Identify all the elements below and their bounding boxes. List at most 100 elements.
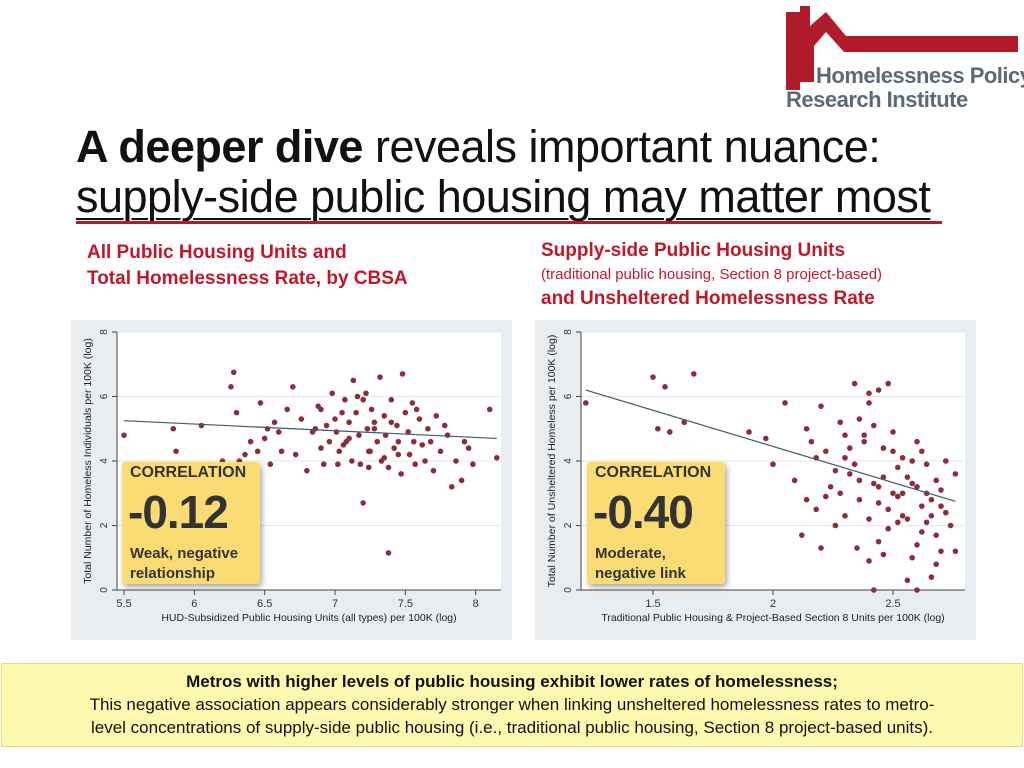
- data-point: [374, 438, 381, 445]
- data-point: [304, 467, 310, 474]
- data-point: [875, 484, 882, 490]
- data-point: [257, 400, 264, 406]
- summary-note: Metros with higher levels of public hous…: [1, 663, 1023, 747]
- title-bold: A deeper dive: [76, 121, 363, 172]
- data-point: [871, 422, 877, 429]
- data-point: [254, 448, 261, 455]
- note-heading: Metros with higher levels of public hous…: [186, 672, 838, 691]
- data-point: [832, 467, 839, 474]
- data-point: [371, 419, 378, 426]
- y-tick-label: 2: [563, 522, 574, 528]
- data-point: [837, 419, 843, 426]
- note-line1: This negative association appears consid…: [89, 695, 935, 714]
- data-point: [410, 438, 417, 445]
- data-point: [292, 451, 299, 458]
- data-point: [425, 425, 431, 432]
- right-chart-caption: Supply-side Public Housing Units (tradit…: [541, 238, 882, 312]
- data-point: [368, 406, 375, 413]
- data-point: [340, 442, 347, 448]
- data-point: [938, 487, 944, 493]
- data-point: [402, 409, 409, 416]
- data-point: [335, 461, 341, 468]
- x-tick-label: 6.5: [257, 598, 272, 610]
- title-line2: supply-side public housing may matter mo…: [76, 171, 931, 222]
- data-point: [329, 390, 336, 397]
- data-point: [938, 548, 944, 555]
- data-point: [121, 432, 127, 438]
- data-point: [419, 442, 426, 448]
- data-point: [856, 496, 863, 503]
- data-point: [791, 477, 798, 484]
- data-point: [377, 374, 383, 380]
- data-point: [799, 532, 805, 538]
- data-point: [847, 471, 853, 477]
- y-tick-label: 4: [99, 458, 110, 464]
- data-point: [928, 496, 935, 503]
- data-point: [866, 400, 872, 406]
- data-point: [230, 369, 237, 376]
- data-point: [813, 506, 819, 513]
- data-point: [842, 513, 848, 519]
- data-point: [885, 506, 891, 513]
- data-point: [261, 435, 268, 442]
- data-point: [866, 516, 872, 522]
- data-point: [409, 400, 416, 406]
- data-point: [346, 419, 352, 426]
- data-point: [388, 396, 395, 403]
- data-point: [394, 422, 400, 429]
- data-point: [278, 448, 285, 455]
- data-point: [381, 413, 388, 419]
- data-point: [360, 500, 366, 506]
- data-point: [763, 435, 769, 442]
- data-point: [228, 384, 234, 390]
- data-point: [847, 445, 853, 451]
- data-point: [356, 432, 362, 438]
- data-point: [861, 438, 867, 445]
- fit-line: [585, 389, 956, 502]
- data-point: [904, 474, 911, 480]
- data-point: [890, 429, 896, 435]
- right-caption-line2: (traditional public housing, Section 8 p…: [541, 266, 883, 283]
- data-point: [333, 429, 340, 435]
- data-point: [895, 464, 901, 471]
- correlation-value: -0.12: [128, 486, 229, 538]
- data-point: [899, 454, 906, 461]
- data-point: [365, 464, 372, 471]
- title-underline: [76, 221, 942, 224]
- data-point: [339, 409, 345, 416]
- data-point: [371, 425, 378, 432]
- data-point: [856, 416, 863, 422]
- data-point: [919, 503, 925, 509]
- data-point: [667, 429, 673, 435]
- correlation-desc-line1: Moderate,: [595, 545, 666, 562]
- data-point: [493, 454, 500, 461]
- data-point: [448, 484, 455, 490]
- data-point: [365, 448, 372, 455]
- fit-line: [124, 420, 497, 440]
- left-correlation-box: CORRELATION -0.12 Weak, negative relatio…: [122, 462, 260, 584]
- data-point: [465, 445, 472, 451]
- data-point: [914, 438, 920, 445]
- data-point: [851, 461, 858, 468]
- data-point: [290, 384, 296, 390]
- data-point: [326, 438, 333, 445]
- data-point: [242, 451, 248, 458]
- data-point: [336, 448, 343, 455]
- data-point: [904, 516, 911, 522]
- data-point: [650, 374, 656, 380]
- data-point: [198, 422, 205, 429]
- data-point: [770, 461, 776, 468]
- data-point: [399, 371, 406, 377]
- y-tick-label: 6: [563, 393, 574, 399]
- data-point: [923, 461, 930, 468]
- data-point: [943, 458, 949, 464]
- data-point: [943, 509, 949, 516]
- data-point: [461, 438, 468, 445]
- data-point: [354, 393, 361, 400]
- data-point: [875, 387, 882, 393]
- page-title: A deeper dive reveals important nuance: …: [76, 121, 931, 222]
- data-point: [583, 400, 589, 406]
- data-point: [914, 542, 920, 548]
- data-point: [271, 419, 278, 426]
- data-point: [681, 419, 687, 426]
